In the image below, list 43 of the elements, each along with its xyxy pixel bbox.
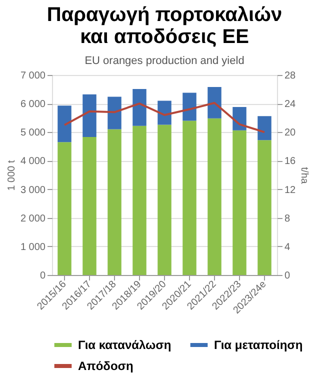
bar — [132, 126, 146, 275]
y-tick-label: 1 000 — [20, 242, 46, 253]
bar — [82, 94, 96, 137]
y2-tick-label: 28 — [284, 70, 296, 82]
bar — [182, 120, 196, 275]
bar — [232, 107, 246, 130]
bar — [258, 140, 272, 275]
bar — [208, 87, 222, 118]
y2-tick-label: 12 — [284, 184, 296, 196]
bar — [108, 96, 122, 130]
y2-axis-title: t/ha — [298, 167, 310, 184]
bar — [158, 100, 172, 125]
y-tick-label: 5 000 — [20, 128, 46, 139]
bar — [58, 142, 72, 275]
y2-tick-label: 20 — [284, 128, 296, 139]
y2-tick-label: 8 — [284, 213, 290, 224]
bar — [108, 129, 122, 275]
legend-label: Για μεταποίηση — [214, 338, 303, 352]
legend-label: Για κατανάλωση — [78, 338, 172, 352]
y-tick-label: 2 000 — [20, 213, 46, 224]
bar — [182, 92, 196, 121]
y2-tick-label: 16 — [284, 156, 296, 168]
line-series — [64, 102, 266, 134]
text: και αποδόσεις ΕΕ — [80, 26, 249, 48]
bar — [258, 116, 272, 140]
bar — [232, 130, 246, 275]
bar — [132, 89, 146, 126]
bar — [58, 106, 72, 142]
y2-tick-label: 0 — [284, 270, 290, 282]
y-tick-label: 7 000 — [20, 70, 46, 82]
bar — [208, 118, 222, 275]
y-tick-label: 3 000 — [20, 184, 46, 196]
chart-subtitle: EU oranges production and yield — [84, 55, 244, 67]
y2-tick-label: 24 — [284, 99, 296, 110]
y-axis-title: 1 000 t — [6, 160, 18, 191]
bar — [82, 137, 96, 275]
y-tick-label: 0 — [40, 270, 46, 282]
text: Παραγωγή πορτοκαλιών — [46, 4, 282, 26]
y-tick-label: 6 000 — [20, 99, 46, 110]
legend-label: Απόδοση — [78, 359, 134, 373]
y-tick-label: 4 000 — [20, 156, 46, 168]
bar — [158, 124, 172, 275]
y2-tick-label: 4 — [284, 242, 290, 253]
